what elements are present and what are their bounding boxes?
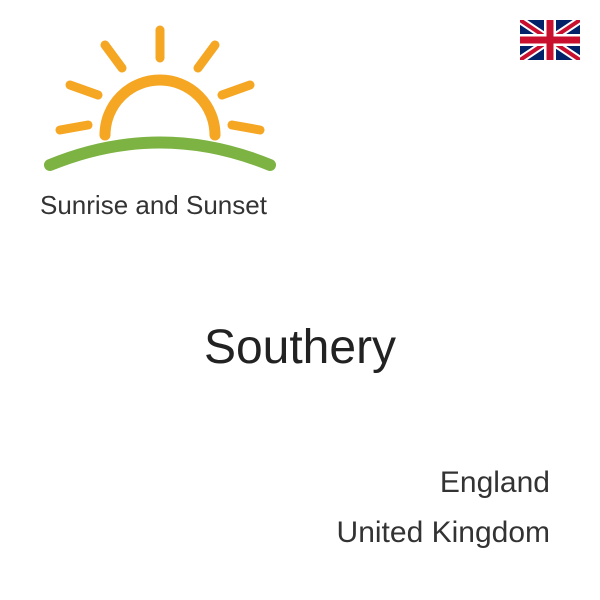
sunrise-icon (30, 20, 290, 180)
sunrise-logo (30, 20, 290, 200)
uk-flag-icon (520, 20, 580, 60)
site-title: Sunrise and Sunset (40, 190, 267, 221)
country-label: United Kingdom (337, 516, 550, 550)
region-label: England (440, 466, 550, 500)
place-name: Southery (0, 320, 600, 375)
